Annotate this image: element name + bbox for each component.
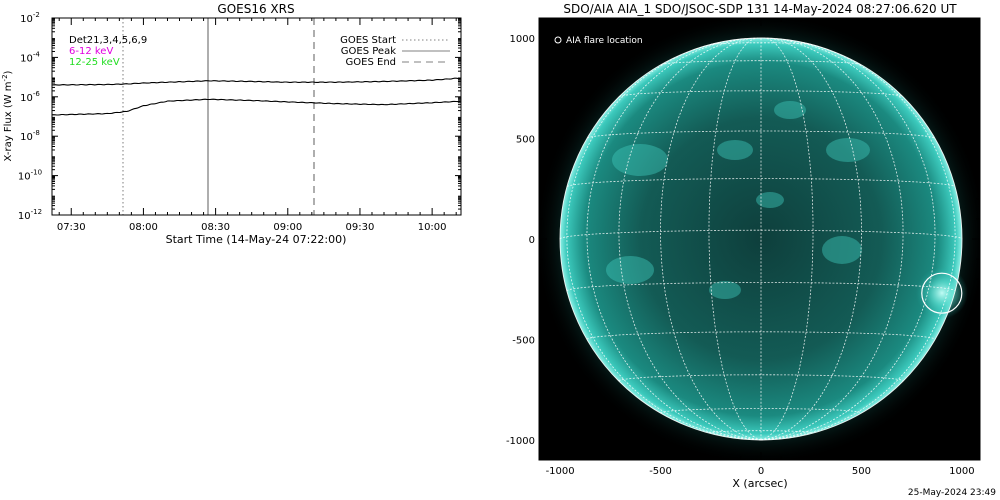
- goes-plot: GOES16 XRS 10-2 10-4 10-6 10-8 10-10 10-12 07…: [1, 2, 462, 246]
- active-region: [612, 144, 668, 176]
- goes-curves: [52, 77, 461, 116]
- x-tick-label: 07:30: [57, 222, 86, 233]
- y-tick-label: 10-8: [20, 129, 40, 143]
- aia-y-tick-label: 0: [529, 235, 535, 246]
- aia-y-tick-label: 1000: [510, 34, 535, 45]
- legend-goes-peak: GOES Peak: [341, 46, 396, 57]
- aia-title: SDO/AIA AIA_1 SDO/JSOC-SDP 131 14-May-20…: [563, 2, 957, 16]
- latitude-line: [566, 178, 956, 187]
- aia-ticks: -1000 -1000 -500 -500 0 0 500 500 1000 1000: [506, 18, 980, 477]
- aia-y-tick-label: 500: [516, 135, 535, 146]
- goes-x-axis-label: Start Time (14-May-24 07:22:00): [166, 233, 347, 246]
- flare-legend-marker: [554, 36, 562, 44]
- latitude-line: [587, 130, 935, 139]
- x-tick-label: 09:30: [346, 222, 375, 233]
- aia-y-tick-label: -500: [512, 335, 535, 346]
- heliographic-grid: [559, 37, 963, 441]
- longitude-line: [760, 38, 904, 441]
- active-regions: [606, 101, 870, 299]
- longitude-line: [708, 37, 762, 441]
- latitude-line: [660, 408, 862, 414]
- aia-x-tick-label: 1000: [949, 466, 974, 477]
- y-tick-label: 10-2: [20, 11, 40, 25]
- goes-axes-frame: [51, 17, 462, 216]
- latitude-line: [618, 90, 904, 98]
- aia-y-tick-label: -1000: [506, 436, 535, 447]
- longitude-line: [760, 37, 814, 441]
- channel-label-12-25: 12-25 keV: [69, 57, 120, 68]
- flux-series-1: [52, 98, 461, 116]
- active-region: [826, 138, 870, 162]
- longitude-line: [566, 41, 762, 441]
- active-region: [822, 236, 862, 264]
- active-region: [717, 140, 753, 160]
- longitude-line: [618, 38, 762, 441]
- longitude-line: [660, 37, 762, 441]
- solar-disk: [560, 38, 962, 440]
- active-region: [606, 256, 654, 284]
- x-tick-label: 09:00: [273, 222, 302, 233]
- goes-y-axis-label: X-ray Flux (W m-2): [1, 70, 14, 161]
- flare-legend-label: AIA flare location: [566, 36, 643, 46]
- active-region: [709, 281, 741, 299]
- goes-legend: GOES Start GOES Peak GOES End: [340, 35, 450, 68]
- channel-label-6-12: 6-12 keV: [69, 46, 113, 57]
- latitude-line: [566, 282, 956, 292]
- aia-x-tick-label: 500: [852, 466, 871, 477]
- aia-x-tick-label: -1000: [546, 466, 575, 477]
- goes-channel-labels: Det21,3,4,5,6,9 6-12 keV 12-25 keV: [69, 35, 147, 68]
- goes-y-ticks: 10-2 10-4 10-6 10-8 10-10 10-12: [18, 11, 461, 222]
- y-tick-label: 10-10: [18, 169, 42, 183]
- limb-outline: [559, 37, 963, 441]
- flare-location-marker: [921, 272, 963, 314]
- aia-image: AIA flare location: [539, 18, 980, 460]
- channel-label-det: Det21,3,4,5,6,9: [69, 35, 147, 46]
- y-tick-label: 10-6: [20, 90, 40, 104]
- aia-image-plot: SDO/AIA AIA_1 SDO/JSOC-SDP 131 14-May-20…: [506, 2, 981, 490]
- goes-title: GOES16 XRS: [217, 2, 294, 16]
- y-tick-label: 10-4: [20, 50, 40, 64]
- aia-x-tick-label: 0: [758, 466, 764, 477]
- aia-x-axis-label: X (arcsec): [732, 477, 787, 490]
- longitude-line: [760, 41, 956, 441]
- goes-event-lines: [122, 18, 315, 215]
- legend-goes-end: GOES End: [346, 57, 396, 68]
- goes-x-ticks: 07:30 08:00 08:30 09:00 09:30 10:00: [57, 18, 457, 233]
- aia-x-tick-label: -500: [649, 466, 672, 477]
- active-region: [756, 192, 784, 208]
- flare-brightening: [916, 267, 968, 319]
- longitude-line: [760, 37, 862, 441]
- flux-series-0: [52, 77, 461, 86]
- y-tick-label: 10-12: [18, 208, 42, 222]
- active-region: [774, 101, 806, 119]
- x-tick-label: 10:00: [418, 222, 447, 233]
- generation-timestamp: 25-May-2024 23:49: [907, 488, 996, 498]
- legend-goes-start: GOES Start: [340, 35, 396, 46]
- x-tick-label: 08:00: [129, 222, 158, 233]
- x-tick-label: 08:30: [201, 222, 230, 233]
